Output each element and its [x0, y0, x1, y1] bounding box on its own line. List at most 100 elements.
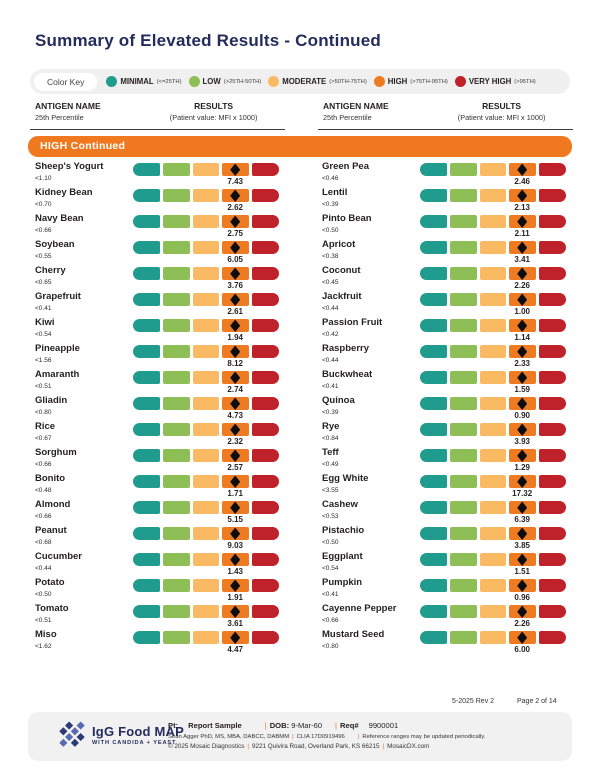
antigen-row: Potato <0.50 1.91 [35, 576, 285, 602]
antigen-name: Sorghum [35, 447, 77, 458]
color-key-item-minimal: MINIMAL (<=25TH) [106, 76, 182, 87]
antigen-row: Jackfruit <0.44 1.00 [322, 290, 572, 316]
bar-segment-minimal [133, 163, 160, 176]
antigen-percentile: <0.68 [35, 538, 52, 546]
antigen-column-left: Sheep's Yogurt <1.10 7.43 Kidney Bean <0.70 2… [35, 160, 285, 654]
bar-segment-very-high [252, 241, 279, 254]
antigen-name: Peanut [35, 525, 67, 536]
bar-segment-minimal [133, 553, 160, 566]
bar-segment-low [162, 241, 190, 254]
result-bar: 3.85 [420, 527, 566, 550]
antigen-percentile: <0.67 [35, 434, 52, 442]
percentile-scale-bar [420, 449, 566, 462]
patient-value-marker-icon [517, 475, 528, 488]
bar-segment-very-high [252, 501, 279, 514]
antigen-row: Amaranth <0.51 2.74 [35, 368, 285, 394]
antigen-percentile: <0.53 [322, 512, 339, 520]
result-bar: 1.71 [133, 475, 279, 498]
antigen-name: Bonito [35, 473, 66, 484]
patient-value-marker-icon [517, 267, 528, 280]
bar-segment-minimal [420, 475, 447, 488]
patient-value: 1.00 [514, 306, 530, 316]
patient-value-marker-icon [230, 553, 241, 566]
antigen-percentile: <1.56 [35, 356, 52, 364]
bar-segment-minimal [420, 605, 447, 618]
bar-segment-moderate [192, 605, 220, 618]
patient-value-marker-icon [517, 397, 528, 410]
bar-segment-minimal [420, 371, 447, 384]
percentile-scale-bar [420, 579, 566, 592]
bar-segment-minimal [133, 345, 160, 358]
clia-number: CLIA 17D0919496 [296, 733, 345, 740]
results-header: RESULTS [194, 101, 234, 111]
bar-segment-minimal [133, 527, 160, 540]
antigen-name: Eggplant [322, 551, 363, 562]
patient-value: 0.90 [514, 410, 530, 420]
patient-info-block: Pt: Report Sample | DOB: 9-Mar-60 | Req# 99000… [168, 721, 563, 750]
percentile-scale-bar [133, 423, 279, 436]
bar-segment-low [449, 189, 477, 202]
bar-segment-very-high [252, 215, 279, 228]
result-bar: 3.93 [420, 423, 566, 446]
antigen-percentile: <0.39 [322, 408, 339, 416]
bar-segment-minimal [133, 189, 160, 202]
patient-value: 3.93 [514, 436, 530, 446]
result-bar: 1.51 [420, 553, 566, 576]
bar-segment-low [449, 319, 477, 332]
percentile-scale-bar [133, 215, 279, 228]
antigen-percentile: <0.54 [35, 330, 52, 338]
column-header-right: ANTIGEN NAME 25th Percentile RESULTS (Pa… [318, 101, 573, 130]
antigen-row: Rice <0.67 2.32 [35, 420, 285, 446]
antigen-name: Cherry [35, 265, 66, 276]
bar-segment-minimal [133, 397, 160, 410]
bar-segment-very-high [539, 189, 566, 202]
antigen-name: Gliadin [35, 395, 68, 406]
level-name: MINIMAL [120, 77, 154, 86]
antigen-percentile: <0.54 [322, 564, 339, 572]
result-bar: 7.43 [133, 163, 279, 186]
bar-segment-moderate [192, 475, 220, 488]
level-range: (<=25TH) [156, 78, 182, 85]
antigen-name: Pinto Bean [322, 213, 372, 224]
patient-label: Pt: [168, 721, 179, 730]
bar-segment-moderate [479, 189, 507, 202]
antigen-row: Cucumber <0.44 1.43 [35, 550, 285, 576]
bar-segment-minimal [133, 475, 160, 488]
result-bar: 2.75 [133, 215, 279, 238]
patient-value: 1.51 [514, 566, 530, 576]
bar-segment-moderate [479, 579, 507, 592]
antigen-row: Gliadin <0.80 4.73 [35, 394, 285, 420]
level-range: (>50TH-75TH) [329, 78, 367, 85]
antigen-row: Raspberry <0.44 2.33 [322, 342, 572, 368]
bar-segment-moderate [192, 631, 220, 644]
patient-value: 2.61 [227, 306, 243, 316]
antigen-percentile: <0.66 [35, 460, 52, 468]
bar-segment-moderate [192, 163, 220, 176]
antigen-percentile: <0.49 [322, 460, 339, 468]
bar-segment-minimal [420, 163, 447, 176]
logo-subtitle: WITH CANDIDA + YEAST [92, 740, 177, 746]
patient-value: 7.43 [227, 176, 243, 186]
bar-segment-low [162, 605, 190, 618]
bar-segment-very-high [539, 501, 566, 514]
antigen-column-right: Green Pea <0.46 2.46 Lentil <0.39 2.13 Pinto B… [322, 160, 572, 654]
patient-value: 2.75 [227, 228, 243, 238]
antigen-percentile: <1.10 [35, 174, 52, 182]
result-bar: 2.74 [133, 371, 279, 394]
patient-value-marker-icon [230, 215, 241, 228]
bar-segment-very-high [539, 553, 566, 566]
bar-segment-moderate [192, 423, 220, 436]
level-color-dot [454, 76, 466, 87]
bar-segment-very-high [539, 241, 566, 254]
patient-name: Report Sample [188, 721, 242, 730]
bar-segment-very-high [539, 267, 566, 280]
result-bar: 1.91 [133, 579, 279, 602]
patient-value-marker-icon [230, 189, 241, 202]
patient-value-marker-icon [517, 163, 528, 176]
antigen-row: Teff <0.49 1.29 [322, 446, 572, 472]
antigen-name: Almond [35, 499, 71, 510]
bar-segment-low [449, 345, 477, 358]
patient-value-marker-icon [230, 579, 241, 592]
bar-segment-minimal [133, 241, 160, 254]
color-key-label: Color Key [34, 72, 98, 91]
